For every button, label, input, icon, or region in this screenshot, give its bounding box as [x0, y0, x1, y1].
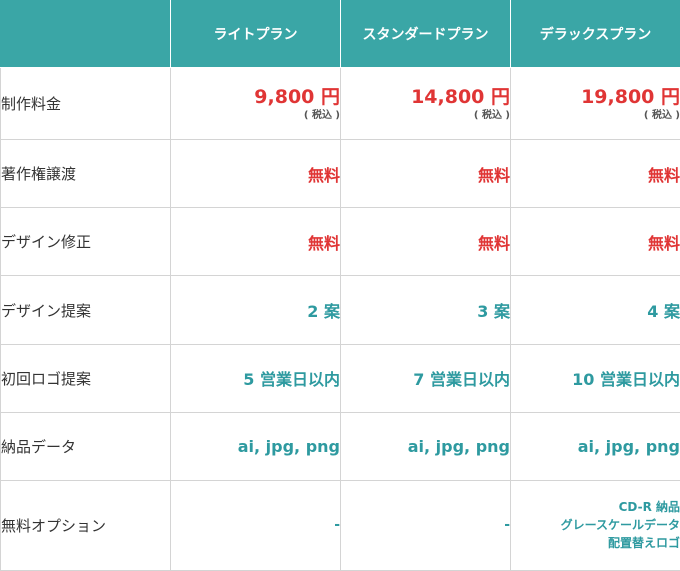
row-label-revision: デザイン修正: [0, 207, 171, 277]
table-row-deliverables: 納品データ ai, jpg, png ai, jpg, png ai, jpg,…: [0, 411, 680, 481]
row-label-proposals: デザイン提案: [0, 275, 171, 345]
first-logo-light: 5 営業日以内: [170, 343, 341, 413]
deliverables-light: ai, jpg, png: [170, 411, 341, 481]
table-row-price: 制作料金 9,800 円 ( 税込 ) 14,800 円 ( 税込 ) 19,8…: [0, 67, 680, 141]
first-logo-deluxe: 10 営業日以内: [510, 343, 680, 413]
tax-note-deluxe: ( 税込 ): [643, 109, 680, 121]
proposals-standard: 3 案: [340, 275, 511, 345]
row-label-free-options: 無料オプション: [0, 479, 171, 571]
proposals-deluxe: 4 案: [510, 275, 680, 345]
tax-note-light: ( 税込 ): [303, 109, 340, 121]
plan-header-deluxe: デラックスプラン: [510, 0, 680, 69]
copyright-light: 無料: [170, 139, 341, 209]
row-label-price: 制作料金: [0, 67, 171, 141]
price-light: 9,800 円: [254, 85, 340, 108]
header-corner: [0, 0, 171, 69]
header-row: ライトプラン スタンダードプラン デラックスプラン: [0, 0, 680, 69]
plan-header-standard: スタンダードプラン: [340, 0, 511, 69]
revision-standard: 無料: [340, 207, 511, 277]
copyright-standard: 無料: [340, 139, 511, 209]
revision-deluxe: 無料: [510, 207, 680, 277]
first-logo-standard: 7 営業日以内: [340, 343, 511, 413]
copyright-deluxe: 無料: [510, 139, 680, 209]
table-row-revision: デザイン修正 無料 無料 無料: [0, 207, 680, 277]
row-label-copyright: 著作権譲渡: [0, 139, 171, 209]
table-row-first-logo: 初回ロゴ提案 5 営業日以内 7 営業日以内 10 営業日以内: [0, 343, 680, 413]
deliverables-deluxe: ai, jpg, png: [510, 411, 680, 481]
price-cell-deluxe: 19,800 円 ( 税込 ): [510, 67, 680, 141]
tax-note-standard: ( 税込 ): [473, 109, 510, 121]
price-deluxe: 19,800 円: [581, 85, 680, 108]
proposals-light: 2 案: [170, 275, 341, 345]
options-deluxe: CD-R 納品 グレースケールデータ 配置替えロゴ: [510, 479, 680, 571]
deliverables-standard: ai, jpg, png: [340, 411, 511, 481]
revision-light: 無料: [170, 207, 341, 277]
price-cell-standard: 14,800 円 ( 税込 ): [340, 67, 511, 141]
table-row-copyright: 著作権譲渡 無料 無料 無料: [0, 139, 680, 209]
price-cell-light: 9,800 円 ( 税込 ): [170, 67, 341, 141]
option-item: CD-R 納品: [618, 500, 680, 515]
table-row-free-options: 無料オプション - - CD-R 納品 グレースケールデータ 配置替えロゴ: [0, 479, 680, 571]
plan-header-light: ライトプラン: [170, 0, 341, 69]
row-label-first-logo: 初回ロゴ提案: [0, 343, 171, 413]
options-standard: -: [340, 479, 511, 571]
option-item: グレースケールデータ: [560, 518, 680, 533]
row-label-deliverables: 納品データ: [0, 411, 171, 481]
option-item: 配置替えロゴ: [607, 536, 680, 551]
options-light: -: [170, 479, 341, 571]
price-standard: 14,800 円: [411, 85, 510, 108]
table-row-proposals: デザイン提案 2 案 3 案 4 案: [0, 275, 680, 345]
